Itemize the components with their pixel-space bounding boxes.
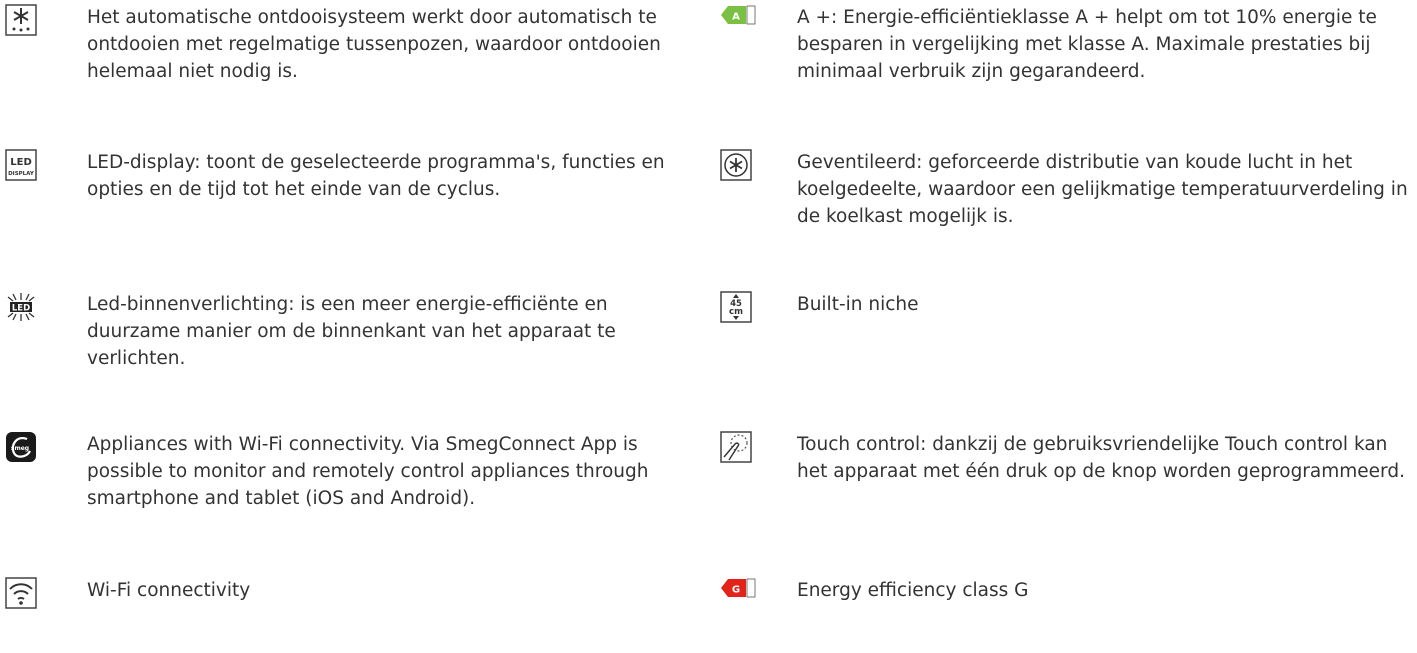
icon-niche: 45 cm (720, 291, 752, 323)
icon-label: 45 (730, 299, 742, 309)
icon-smeg-connect: smeg (6, 432, 36, 462)
icon-label: A (732, 12, 740, 23)
feature-text: Built-in niche (797, 294, 919, 315)
icon-defrost (5, 4, 37, 36)
icon-label: LED (10, 157, 32, 168)
feature-text: Geventileerd: geforceerde distributie va… (797, 152, 1408, 227)
icon-led-light: LED (7, 293, 35, 321)
icon-label: G (732, 585, 740, 596)
icon-energy-a: A (721, 5, 756, 25)
feature-text: Appliances with Wi-Fi connectivity. Via … (87, 434, 649, 509)
feature-text: A +: Energie-efficiëntieklasse A + helpt… (797, 7, 1377, 82)
feature-text: LED-display: toont de geselecteerde prog… (87, 152, 665, 200)
icon-energy-g: G (721, 578, 756, 598)
icon-label: smeg (11, 445, 29, 452)
icon-label: LED (12, 304, 30, 314)
feature-text: Het automatische ontdooisysteem werkt do… (87, 7, 661, 82)
icon-led-display: LED DISPLAY (5, 149, 37, 181)
feature-text: Energy efficiency class G (797, 580, 1029, 601)
icon-label: cm (729, 307, 743, 317)
icon-touch (720, 431, 752, 463)
feature-text: Wi-Fi connectivity (87, 580, 251, 601)
icon-label: DISPLAY (8, 171, 35, 177)
icon-wifi (5, 577, 37, 609)
feature-text: Touch control: dankzij de gebruiksvriend… (797, 434, 1405, 482)
feature-text: Led-binnenverlichting: is een meer energ… (87, 294, 616, 369)
icon-ventilated (720, 149, 752, 181)
